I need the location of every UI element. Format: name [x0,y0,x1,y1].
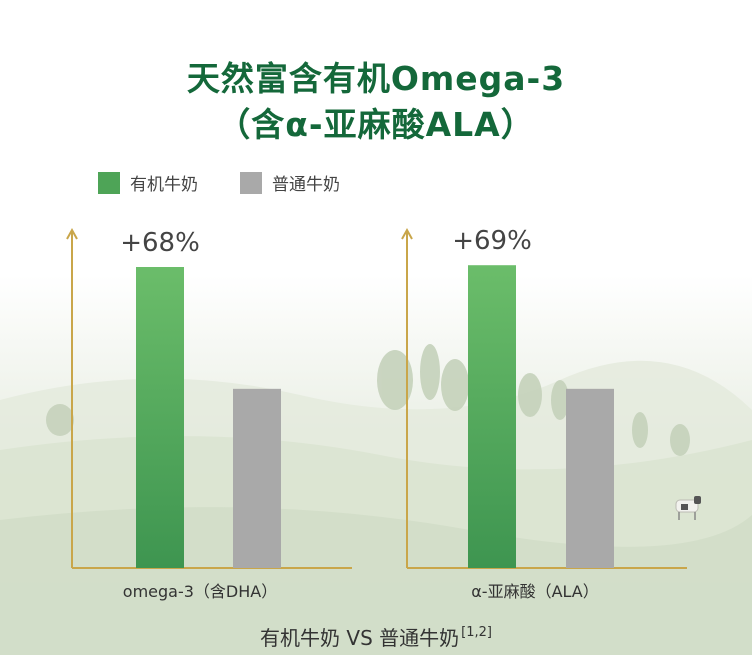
chart2-xlabel: α-亚麻酸（ALA） [471,582,599,601]
footer-reference: [1,2] [461,625,492,640]
chart2-bar-organic [468,265,516,568]
chart1-y-axis-arrow [66,227,78,240]
legend-label-organic: 有机牛奶 [130,175,198,195]
chart2-bar-regular [566,388,614,568]
cow-icon [675,496,701,520]
chart-title-line1: 天然富含有机Omega-3 [186,59,566,98]
legend-item-organic: 有机牛奶 [98,170,198,195]
legend-label-regular: 普通牛奶 [272,175,340,195]
chart-title-line2: （含α-亚麻酸ALA） [217,105,535,144]
chart2-y-axis-arrow [401,227,413,240]
chart2-annotation: +69% [452,226,532,256]
legend-swatch-organic [98,171,120,194]
chart1-bar-regular [233,388,281,568]
footer-comparison: 有机牛奶 VS 普通牛奶 [1,2] [0,622,752,651]
chart1-bar-organic [136,267,184,568]
legend-item-regular: 普通牛奶 [240,170,340,195]
legend-swatch-regular [240,171,262,194]
footer-text: 有机牛奶 VS 普通牛奶 [260,626,460,650]
chart1-annotation: +68% [120,228,200,258]
chart1-xlabel: omega-3（含DHA） [122,582,278,601]
